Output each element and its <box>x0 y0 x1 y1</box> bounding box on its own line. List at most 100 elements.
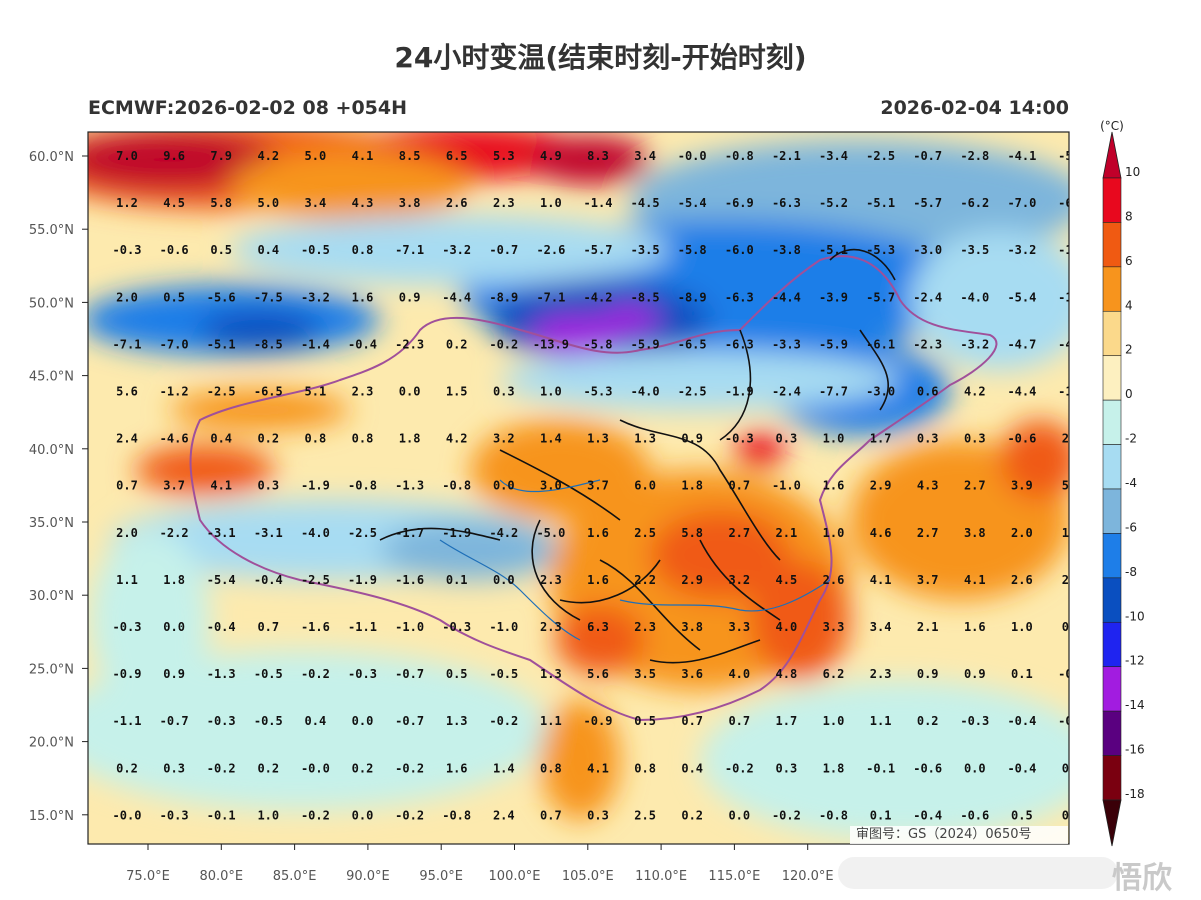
grid-value: -3.3 <box>772 337 801 351</box>
latitude-axis: 60.0°N 55.0°N 50.0°N 45.0°N 40.0°N 35.0°N 30.0… <box>29 150 88 824</box>
grid-value: 0.0 <box>399 385 421 399</box>
grid-value: -4.2 <box>584 290 613 304</box>
grid-value: -6. <box>1058 196 1080 210</box>
grid-value: 0.3 <box>257 479 279 493</box>
grid-value: 0. <box>1062 761 1076 775</box>
grid-value: 2.5 <box>634 526 656 540</box>
grid-value: -2.5 <box>866 149 895 163</box>
grid-value: 0.5 <box>1011 808 1033 822</box>
grid-value: 0.9 <box>917 667 939 681</box>
grid-value: 9.6 <box>163 149 185 163</box>
grid-value: -1.2 <box>160 385 189 399</box>
grid-value: 1.6 <box>823 479 845 493</box>
grid-value: -0.7 <box>395 667 424 681</box>
grid-value: 2. <box>1062 573 1076 587</box>
grid-value: 5. <box>1062 479 1076 493</box>
grid-value: -1.1 <box>113 714 142 728</box>
grid-value: 3.8 <box>681 620 703 634</box>
grid-value: 5.1 <box>305 385 327 399</box>
grid-value: 3.7 <box>587 479 609 493</box>
lon-tick-label: 100.0°E <box>489 869 541 884</box>
grid-value: 4.2 <box>964 385 986 399</box>
grid-value: 3.3 <box>823 620 845 634</box>
grid-value: -3.2 <box>301 290 330 304</box>
grid-value: 1.7 <box>776 714 798 728</box>
grid-value: -6.3 <box>725 290 754 304</box>
colorbar-level-label: 4 <box>1125 298 1133 312</box>
grid-value: 0.4 <box>305 714 327 728</box>
grid-value: -3.9 <box>819 290 848 304</box>
grid-value: 3.8 <box>964 526 986 540</box>
colorbar-segment <box>1102 533 1122 579</box>
grid-value: -1. <box>1058 385 1080 399</box>
grid-value: -13.9 <box>533 337 569 351</box>
grid-value: -0.7 <box>913 149 942 163</box>
colorbar-segment <box>1102 755 1122 801</box>
grid-value: 4.0 <box>776 620 798 634</box>
colorbar-level-label: -16 <box>1125 743 1145 757</box>
grid-value: -2.4 <box>913 290 942 304</box>
grid-value: 0.3 <box>163 761 185 775</box>
grid-value: -5.1 <box>866 196 895 210</box>
grid-value: -3.0 <box>913 243 942 257</box>
colorbar: 10 8 6 4 2 0 -2 -4 -6 -8 -10 -12 -14 -16 -18 (°C) <box>1100 119 1145 847</box>
colorbar-level-label: -4 <box>1125 476 1137 490</box>
grid-value: 3.2 <box>728 573 750 587</box>
grid-value: 5.0 <box>257 196 279 210</box>
colorbar-segment <box>1102 222 1122 268</box>
grid-value: 1.4 <box>540 432 562 446</box>
grid-value: -1.7 <box>395 526 424 540</box>
grid-value: -2.5 <box>207 385 236 399</box>
grid-value: -3.5 <box>631 243 660 257</box>
map-approval-number: 审图号：GS（2024）0650号 <box>850 826 1068 844</box>
grid-value: 1.6 <box>964 620 986 634</box>
grid-value: -0.8 <box>442 808 471 822</box>
grid-value: 0.3 <box>964 432 986 446</box>
grid-value: -1.9 <box>442 526 471 540</box>
grid-value: -5.6 <box>207 290 236 304</box>
grid-value: -1.0 <box>395 620 424 634</box>
grid-value: 0.8 <box>540 761 562 775</box>
grid-value: -0.4 <box>1007 761 1036 775</box>
grid-value: -0.2 <box>301 667 330 681</box>
grid-value: 1.1 <box>540 714 562 728</box>
grid-value: -0.6 <box>160 243 189 257</box>
grid-value: -4.1 <box>1007 149 1036 163</box>
grid-value: 5.0 <box>305 149 327 163</box>
grid-value: -2.5 <box>348 526 377 540</box>
grid-value: 0.3 <box>917 432 939 446</box>
grid-value: -2.1 <box>772 149 801 163</box>
grid-value: -0.0 <box>678 149 707 163</box>
grid-value: -0.7 <box>160 714 189 728</box>
grid-value: -3.8 <box>772 243 801 257</box>
grid-value: 4.3 <box>352 196 374 210</box>
grid-value: 3.0 <box>540 479 562 493</box>
valid-time-label: 2026-02-04 14:00 <box>880 97 1069 119</box>
grid-value: 1.2 <box>116 196 138 210</box>
grid-value: -7.5 <box>254 290 283 304</box>
grid-value: 0.5 <box>634 714 656 728</box>
grid-value: 5.3 <box>493 149 515 163</box>
lat-tick-label: 40.0°N <box>29 443 74 458</box>
grid-value: -5.8 <box>584 337 613 351</box>
grid-value: 2.1 <box>776 526 798 540</box>
grid-value: 1.6 <box>587 526 609 540</box>
grid-value: 3.2 <box>493 432 515 446</box>
grid-value: -4.6 <box>160 432 189 446</box>
grid-value: 2.3 <box>634 620 656 634</box>
colorbar-level-label: -2 <box>1125 432 1137 446</box>
grid-value: -2.6 <box>536 243 565 257</box>
colorbar-level-label: -18 <box>1125 787 1145 801</box>
grid-value: 5.8 <box>681 526 703 540</box>
grid-value: 0.0 <box>493 479 515 493</box>
grid-value: -3.2 <box>1007 243 1036 257</box>
grid-value: -0.7 <box>489 243 518 257</box>
colorbar-segment <box>1102 444 1122 490</box>
grid-value: 1.3 <box>540 667 562 681</box>
grid-value: 0.4 <box>257 243 279 257</box>
grid-value: -1.3 <box>207 667 236 681</box>
grid-value: 1.3 <box>634 432 656 446</box>
grid-value: -5.1 <box>819 243 848 257</box>
grid-value: 2.1 <box>917 620 939 634</box>
grid-value: 4.5 <box>163 196 185 210</box>
